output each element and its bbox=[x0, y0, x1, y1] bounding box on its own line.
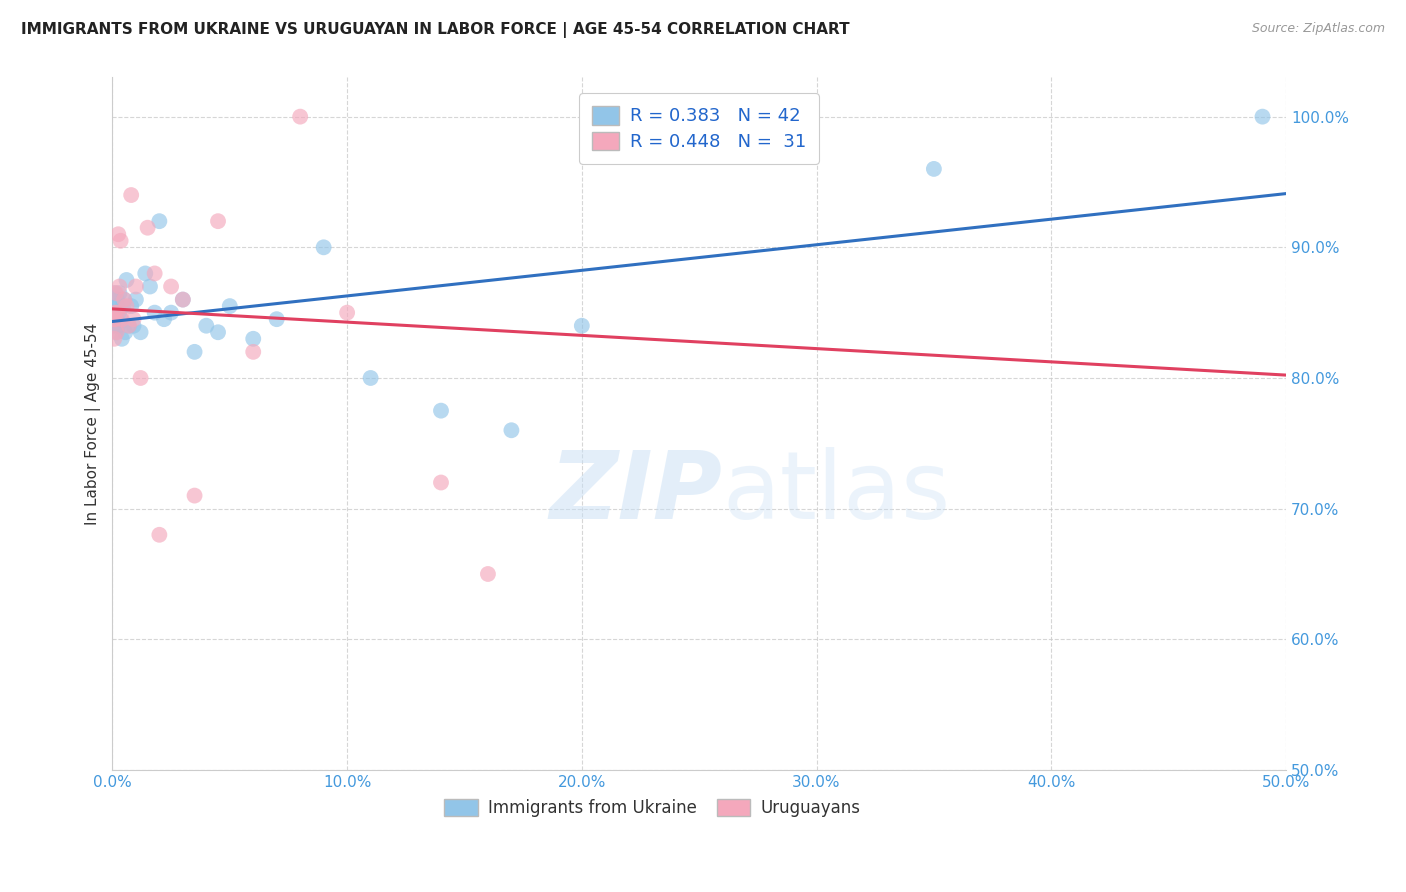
Text: IMMIGRANTS FROM UKRAINE VS URUGUAYAN IN LABOR FORCE | AGE 45-54 CORRELATION CHAR: IMMIGRANTS FROM UKRAINE VS URUGUAYAN IN … bbox=[21, 22, 849, 38]
Point bbox=[120, 299, 142, 313]
Point bbox=[430, 403, 453, 417]
Point bbox=[122, 318, 145, 333]
Point bbox=[143, 306, 166, 320]
Point bbox=[501, 423, 523, 437]
Point bbox=[207, 325, 229, 339]
Point bbox=[160, 306, 183, 320]
Point bbox=[110, 234, 132, 248]
Y-axis label: In Labor Force | Age 45-54: In Labor Force | Age 45-54 bbox=[86, 323, 101, 524]
Point bbox=[107, 299, 129, 313]
Text: atlas: atlas bbox=[723, 447, 950, 539]
Point bbox=[104, 306, 127, 320]
Text: ZIP: ZIP bbox=[550, 447, 723, 539]
Point bbox=[107, 227, 129, 242]
Point bbox=[103, 299, 125, 313]
Point bbox=[207, 214, 229, 228]
Point bbox=[477, 566, 499, 581]
Point bbox=[617, 110, 640, 124]
Point bbox=[153, 312, 176, 326]
Point bbox=[111, 299, 134, 313]
Point bbox=[148, 528, 170, 542]
Point bbox=[104, 325, 127, 339]
Point bbox=[288, 110, 311, 124]
Point bbox=[172, 293, 194, 307]
Point bbox=[136, 220, 159, 235]
Point bbox=[104, 312, 127, 326]
Point bbox=[242, 344, 264, 359]
Point bbox=[118, 318, 141, 333]
Point bbox=[107, 318, 129, 333]
Point bbox=[139, 279, 162, 293]
Point bbox=[430, 475, 453, 490]
Point bbox=[172, 293, 194, 307]
Point bbox=[922, 161, 945, 176]
Point bbox=[122, 312, 145, 326]
Point bbox=[183, 489, 205, 503]
Point bbox=[118, 318, 141, 333]
Point bbox=[114, 325, 136, 339]
Point bbox=[129, 371, 152, 385]
Point bbox=[115, 299, 138, 313]
Point bbox=[336, 306, 359, 320]
Point bbox=[143, 267, 166, 281]
Point bbox=[108, 279, 131, 293]
Point bbox=[108, 306, 131, 320]
Point bbox=[104, 286, 127, 301]
Point bbox=[312, 240, 335, 254]
Point bbox=[571, 318, 593, 333]
Point bbox=[105, 312, 128, 326]
Point bbox=[125, 293, 148, 307]
Point bbox=[218, 299, 240, 313]
Point bbox=[183, 344, 205, 359]
Point bbox=[125, 279, 148, 293]
Point bbox=[242, 332, 264, 346]
Point bbox=[104, 286, 127, 301]
Text: Source: ZipAtlas.com: Source: ZipAtlas.com bbox=[1251, 22, 1385, 36]
Point bbox=[111, 312, 134, 326]
Point bbox=[360, 371, 382, 385]
Point bbox=[112, 293, 135, 307]
Point bbox=[148, 214, 170, 228]
Point bbox=[105, 325, 128, 339]
Point bbox=[111, 332, 134, 346]
Point bbox=[110, 312, 132, 326]
Point bbox=[120, 188, 142, 202]
Legend: Immigrants from Ukraine, Uruguayans: Immigrants from Ukraine, Uruguayans bbox=[437, 792, 866, 824]
Point bbox=[103, 318, 125, 333]
Point bbox=[105, 306, 128, 320]
Point bbox=[129, 325, 152, 339]
Point bbox=[115, 273, 138, 287]
Point bbox=[105, 293, 128, 307]
Point bbox=[103, 312, 125, 326]
Point bbox=[195, 318, 218, 333]
Point bbox=[160, 279, 183, 293]
Point bbox=[134, 267, 156, 281]
Point bbox=[103, 332, 125, 346]
Point bbox=[104, 306, 127, 320]
Point bbox=[108, 286, 131, 301]
Point bbox=[1251, 110, 1274, 124]
Point bbox=[112, 293, 135, 307]
Point bbox=[266, 312, 288, 326]
